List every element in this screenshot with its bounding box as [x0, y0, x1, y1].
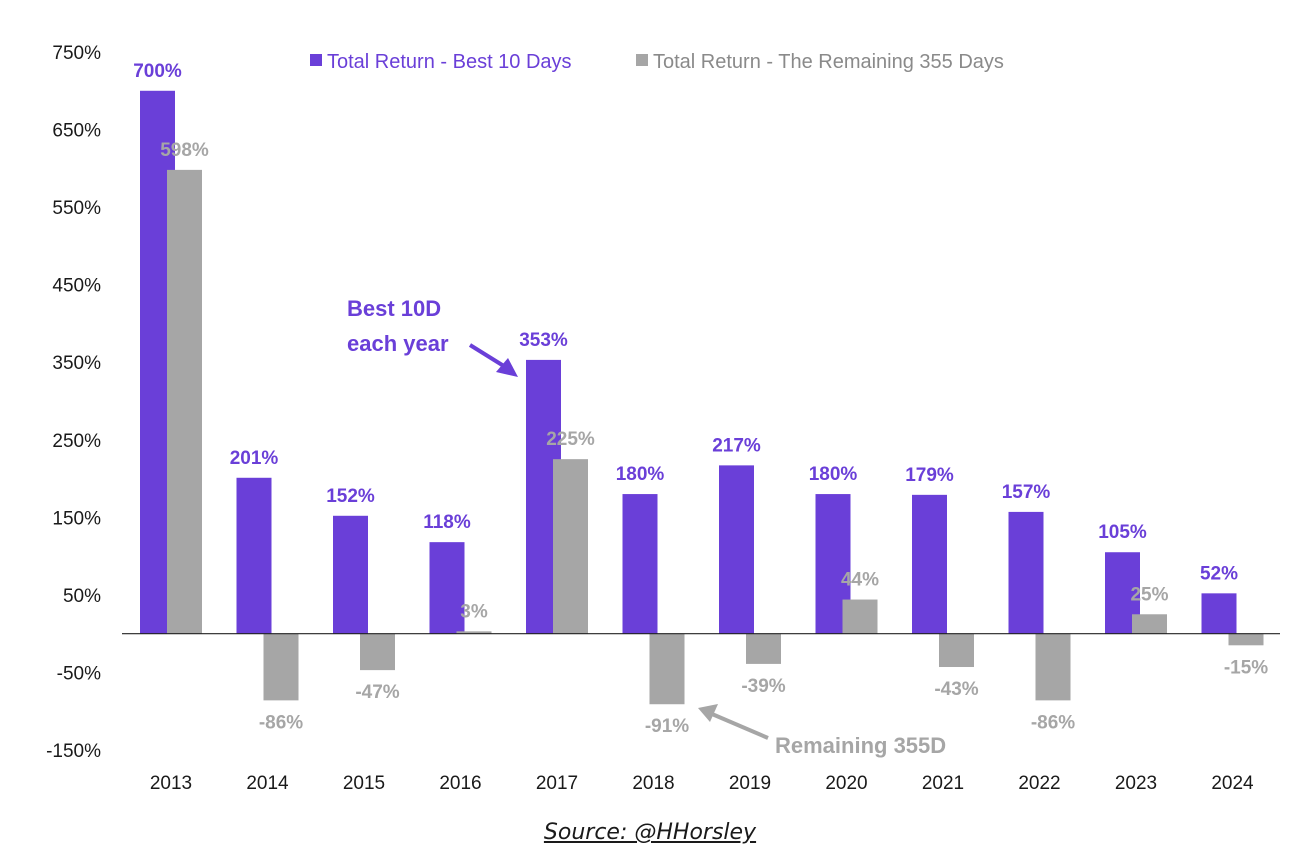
data-label: 25% [1130, 584, 1168, 605]
data-label: 152% [326, 486, 375, 507]
bar-remaining-355-days [1228, 633, 1264, 646]
legend-label: Total Return - Best 10 Days [327, 51, 572, 73]
data-label: 157% [1002, 482, 1051, 503]
x-tick-label: 2021 [922, 773, 964, 794]
bar-best-10-days [1008, 511, 1044, 634]
x-tick-label: 2018 [632, 773, 674, 794]
x-tick-label: 2019 [729, 773, 771, 794]
bar-best-10-days [333, 515, 368, 634]
y-tick-label: 350% [52, 353, 101, 374]
y-tick-label: 150% [52, 508, 101, 529]
y-tick-label: 650% [52, 121, 101, 142]
bar-remaining-355-days [939, 633, 974, 668]
bar-remaining-355-days [456, 631, 492, 634]
bar-remaining-355-days [746, 633, 781, 664]
x-tick-label: 2017 [536, 773, 578, 794]
data-label: -39% [741, 676, 785, 697]
bar-remaining-355-days [167, 169, 202, 634]
bar-best-10-days [236, 477, 272, 634]
data-label: 201% [230, 448, 279, 469]
legend-swatch [636, 54, 648, 66]
data-label: 225% [546, 429, 595, 450]
x-tick-label: 2024 [1211, 773, 1254, 794]
source-caption: Source: @HHorsley [543, 820, 757, 845]
y-axis: 750% 650% 550% 450% 350% 250% 150% 50% -50% -150% [46, 43, 101, 762]
bar-best-10-days [622, 494, 658, 634]
data-label: 217% [712, 435, 761, 456]
x-tick-label: 2016 [439, 773, 481, 794]
x-tick-label: 2020 [825, 773, 867, 794]
legend: Total Return - Best 10 Days Total Return … [310, 51, 1004, 73]
x-tick-label: 2013 [150, 773, 192, 794]
y-tick-label: -150% [46, 741, 101, 762]
data-label: 700% [133, 61, 182, 82]
data-label: -86% [259, 712, 303, 733]
data-label: 353% [519, 330, 568, 351]
data-labels: 700% 598% 201% -86% 152% -47% 118% 3% 353% 225% 18… [133, 61, 1268, 737]
data-label: -91% [645, 716, 689, 737]
data-label: 180% [616, 464, 665, 485]
bar-remaining-355-days [360, 633, 395, 671]
data-label: 118% [423, 512, 471, 533]
x-axis: 2013 2014 2015 2016 2017 2018 2019 2020 2021 2022… [122, 633, 1280, 794]
data-label: 179% [905, 465, 954, 486]
annotation-text: Remaining 355D [775, 733, 946, 758]
bar-best-10-days [1201, 593, 1237, 634]
annotation-text: each year [347, 331, 449, 356]
legend-swatch [310, 54, 322, 66]
annotation-text: Best 10D [347, 296, 441, 321]
data-label: 105% [1098, 522, 1147, 543]
bar-best-10-days [719, 465, 754, 634]
annotation-arrowhead [496, 358, 518, 377]
y-tick-label: 450% [52, 276, 101, 297]
x-tick-label: 2015 [343, 773, 385, 794]
legend-label: Total Return - The Remaining 355 Days [653, 51, 1004, 73]
data-label: -86% [1031, 712, 1075, 733]
y-tick-label: 250% [52, 431, 101, 452]
bar-remaining-355-days [649, 633, 685, 705]
y-tick-label: -50% [57, 663, 101, 684]
data-label: -43% [934, 679, 978, 700]
y-tick-label: 50% [63, 586, 101, 607]
annotation-arrowhead [698, 704, 718, 722]
bar-remaining-355-days [1132, 614, 1167, 634]
data-label: 180% [809, 464, 858, 485]
bar-best-10-days [912, 494, 947, 634]
y-tick-label: 550% [52, 198, 101, 219]
annotations: Best 10D each year Remaining 355D [347, 296, 946, 758]
x-tick-label: 2014 [246, 773, 289, 794]
bars [140, 90, 1264, 705]
y-tick-label: 750% [52, 43, 101, 64]
data-label: -47% [355, 682, 399, 703]
bar-remaining-355-days [1035, 633, 1071, 701]
bar-remaining-355-days [842, 599, 878, 634]
x-tick-label: 2022 [1018, 773, 1060, 794]
bar-remaining-355-days [553, 459, 588, 634]
bar-remaining-355-days [263, 633, 299, 701]
data-label: 3% [460, 601, 488, 622]
data-label: 598% [160, 140, 209, 161]
annotation-arrow [711, 712, 769, 740]
bar-best-10-days [429, 542, 465, 634]
x-tick-label: 2023 [1115, 773, 1157, 794]
data-label: 52% [1200, 563, 1238, 584]
data-label: 44% [841, 570, 879, 591]
annotation-arrow [468, 343, 509, 370]
data-label: -15% [1224, 657, 1268, 678]
